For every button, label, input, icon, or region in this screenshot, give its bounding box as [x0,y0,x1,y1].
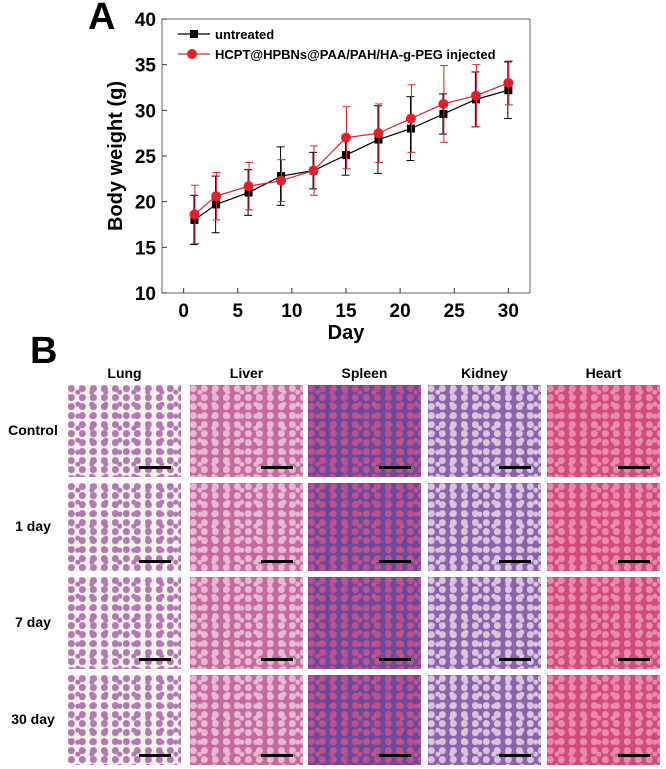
row-header: Control [8,422,58,438]
scale-bar [379,658,411,661]
data-point [189,209,200,220]
data-point [341,132,351,143]
column-header-spleen: Spleen [341,365,388,381]
scale-bar [499,560,531,563]
scale-bar [379,560,411,563]
scale-bar [618,560,650,563]
panel-label-b: B [30,330,58,372]
data-point [276,175,287,186]
scale-bar [499,466,531,469]
y-tick-label: 35 [135,56,157,77]
scale-bar [139,466,171,469]
scale-bar [139,560,171,563]
x-tick-label: 15 [335,301,357,322]
x-tick-label: 25 [444,301,466,322]
row-header: 1 day [15,518,51,534]
row-header: 30 day [11,711,55,727]
histology-image-kidney [428,577,541,669]
histology-image-heart [547,483,660,571]
panel-label-a: A [88,0,116,38]
scale-bar [139,754,171,757]
legend-label: HCPT@HPBNs@PAA/PAH/HA-g-PEG injected [215,47,496,62]
scale-bar [261,466,293,469]
column-header-liver: Liver [229,365,264,381]
scale-bar [261,658,293,661]
legend-marker [190,30,198,38]
y-tick-label: 25 [135,147,157,168]
histology-image-spleen [308,577,421,669]
histology-image-spleen [308,675,421,765]
scale-bar [261,560,293,563]
data-point [504,86,513,95]
data-point [243,181,254,192]
histology-image-liver [190,483,303,571]
histology-image-liver [190,675,303,765]
data-point [405,113,416,124]
histology-image-kidney [428,483,541,571]
histology-image-lung [68,385,181,477]
x-tick-label: 10 [281,301,302,322]
x-tick-label: 20 [390,301,411,322]
data-point [503,77,514,88]
x-tick-label: 5 [232,301,243,322]
legend-marker [187,49,197,59]
histology-image-kidney [428,675,541,765]
histology-image-heart [547,577,660,669]
scale-bar [379,466,411,469]
body-weight-chart: 10 15 20 25 30 35 40 0 5 10 15 20 25 30 Day Body weight… [105,10,531,344]
scale-bar [139,658,171,661]
histology-image-lung [68,483,181,571]
histology-image-heart [547,385,660,477]
scale-bar [618,466,650,469]
legend-label: untreated [215,27,274,42]
histology-image-spleen [308,385,421,477]
column-header-kidney: Kidney [461,365,508,381]
data-point [438,98,449,109]
histology-image-liver [190,385,303,477]
x-tick-label: 0 [178,301,189,322]
y-tick-label: 20 [135,193,156,214]
row-header: 7 day [15,614,51,630]
scale-bar [499,754,531,757]
column-header-heart: Heart [585,365,622,381]
histology-image-lung [68,577,181,669]
histology-image-kidney [428,385,541,477]
scale-bar [379,754,411,757]
data-point [211,191,222,202]
data-point [308,165,319,176]
scale-bar [261,754,293,757]
y-tick-label: 10 [135,284,156,305]
scale-bar [618,754,650,757]
x-axis-label: Day [328,322,366,344]
data-point [373,128,384,139]
histology-image-heart [547,675,660,765]
y-tick-label: 40 [135,10,156,31]
y-axis-label: Body weight (g) [105,81,127,231]
histology-image-spleen [308,483,421,571]
scale-bar [499,658,531,661]
series-line [194,89,509,221]
y-tick-label: 15 [135,238,157,259]
histology-image-liver [190,577,303,669]
histology-image-lung [68,675,181,765]
x-tick-label: 30 [498,301,519,322]
data-point [470,90,481,101]
y-tick-label: 30 [135,101,156,122]
column-header-lung: Lung [107,365,142,381]
scale-bar [618,658,650,661]
